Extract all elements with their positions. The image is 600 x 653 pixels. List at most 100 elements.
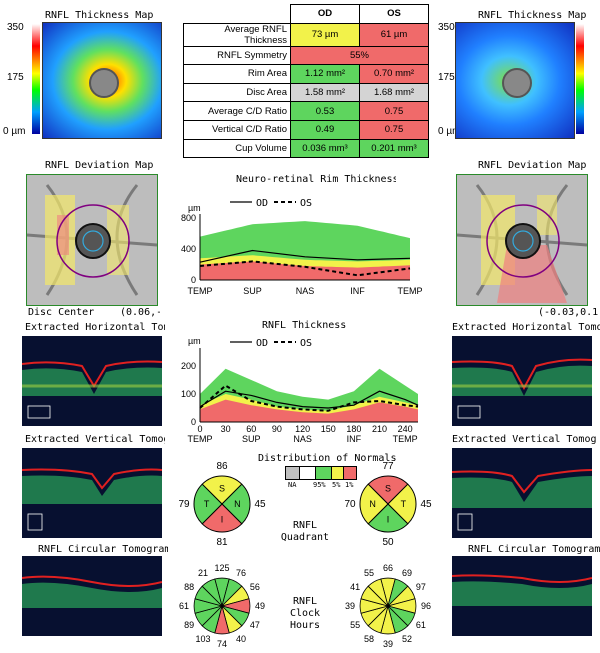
od-scale-top: 350 (7, 22, 24, 33)
od-clock-value: 56 (250, 582, 260, 592)
rnfl-x-tick: 150 (321, 424, 336, 434)
od-quadrant-letter-s: S (219, 484, 225, 494)
od-quadrant-letter-n: N (234, 499, 241, 509)
table-row-merged-value: 55% (290, 45, 429, 66)
rnfl-x-tick: 0 (197, 424, 202, 434)
od-header: OD (290, 4, 360, 24)
table-os-value: 1.68 mm² (359, 82, 429, 103)
od-quadrant-letter-i: I (221, 514, 224, 524)
quadrant-label-1: RNFL (293, 520, 317, 531)
od-clock-value: 125 (214, 563, 229, 573)
dist-label-5: 5% (332, 481, 341, 489)
os-horizontal-tomogram-image (452, 336, 592, 426)
os-scale-top: 350 (438, 22, 455, 33)
os-clock-value: 66 (383, 563, 393, 573)
od-deviation-map-image (26, 174, 158, 306)
os-circular-tomogram-image (452, 556, 592, 636)
table-row-label: Average C/D Ratio (183, 101, 291, 121)
clock-label-2: Clock (290, 608, 320, 619)
rnfl-chart-title: RNFL Thickness (262, 320, 347, 331)
rnfl-x-tick: 30 (221, 424, 231, 434)
os-clock-value: 39 (383, 639, 393, 649)
od-clock-value: 61 (179, 601, 189, 611)
os-clock-value: 52 (402, 634, 412, 644)
od-quadrant-value-n: 45 (254, 499, 266, 510)
os-deviation-map-title: RNFL Deviation Map (478, 160, 587, 171)
rnfl-x-name: TEMP (393, 434, 418, 444)
rnfl-x-name: SUP (242, 434, 261, 444)
rim-x-tick: NAS (296, 286, 315, 296)
od-quadrant-sector-t (193, 483, 223, 525)
dist-label-na: NA (288, 481, 297, 489)
table-row-label: RNFL Symmetry (183, 45, 291, 66)
rnfl-y-tick: 100 (181, 389, 196, 399)
rnfl-legend-od: OD (256, 338, 268, 349)
table-row-label: Average RNFL Thickness (183, 22, 291, 47)
os-quadrant-letter-t: T (401, 499, 407, 509)
od-vertical-tomogram-title: Extracted Vertical Tomog (25, 434, 165, 445)
table-row-label: Disc Area (183, 82, 291, 103)
os-optic-disc (502, 68, 532, 98)
od-thickness-map-image (42, 22, 162, 139)
od-quadrant-sector-i (201, 503, 243, 533)
table-os-value: 61 µm (359, 22, 429, 47)
os-scale-bottom: 0 µm (438, 126, 461, 137)
dist-label-95: 95% (313, 481, 326, 489)
rnfl-series-os (199, 384, 419, 412)
rim-y-tick: 800 (181, 213, 196, 223)
od-circular-tomogram-image (22, 556, 162, 636)
rnfl-legend-os: OS (300, 338, 312, 349)
rnfl-x-tick: 120 (295, 424, 310, 434)
table-row-label: Vertical C/D Ratio (183, 119, 291, 140)
table-od-value: 0.53 (290, 101, 360, 121)
od-clock-sector (201, 578, 223, 608)
os-quadrant-letter-s: S (385, 484, 391, 494)
os-quadrant-sector-s (367, 475, 409, 505)
table-os-value: 0.201 mm³ (359, 138, 429, 159)
os-vertical-tomogram-image (452, 448, 592, 538)
os-quadrant-sector-i (367, 503, 409, 533)
os-quadrant-letter-i: I (387, 514, 390, 524)
os-circular-tomogram-title: RNFL Circular Tomogram (468, 544, 600, 555)
rim-legend-od: OD (256, 198, 268, 209)
os-clock-value: 55 (364, 568, 374, 578)
os-quadrant-value-n: 70 (344, 499, 356, 510)
table-od-value: 0.036 mm³ (290, 138, 360, 159)
od-scale-mid: 175 (7, 72, 24, 83)
rnfl-x-name: TEMP (187, 434, 212, 444)
od-clock-value: 40 (236, 634, 246, 644)
rim-series-od (199, 249, 411, 263)
rnfl-x-tick: 90 (272, 424, 282, 434)
od-circular-tomogram-title: RNFL Circular Tomogram (38, 544, 168, 555)
rim-legend-os: OS (300, 198, 312, 209)
os-header: OS (359, 4, 429, 24)
os-clock-value: 41 (350, 582, 360, 592)
dist-red-swatch (343, 466, 357, 480)
clock-label-1: RNFL (293, 596, 317, 607)
od-disc-center-label: Disc Center (28, 307, 95, 318)
rnfl-x-tick: 210 (372, 424, 387, 434)
rim-y-tick: 400 (181, 244, 196, 254)
os-clock-value: 61 (416, 620, 426, 630)
rim-x-tick: INF (350, 286, 365, 296)
rnfl-x-tick: 60 (246, 424, 256, 434)
od-quadrant-value-s: 86 (216, 461, 228, 472)
rim-series-os (199, 260, 411, 277)
rnfl-x-tick: 240 (398, 424, 413, 434)
table-corner (183, 4, 291, 24)
od-clock-value: 89 (184, 620, 194, 630)
od-optic-disc (89, 68, 119, 98)
rim-normal-band-red (200, 261, 410, 280)
od-clock-value: 74 (217, 639, 227, 649)
os-disc-center-value: (-0.03,0.1 (538, 307, 599, 318)
os-color-scale (576, 24, 584, 134)
quadrant-label-2: Quadrant (281, 532, 329, 543)
dist-label-1: 1% (345, 481, 354, 489)
od-thickness-map-title: RNFL Thickness Map (45, 10, 154, 21)
table-od-value: 1.58 mm² (290, 82, 360, 103)
table-od-value: 73 µm (290, 22, 360, 47)
rnfl-y-tick: 0 (191, 417, 196, 427)
os-clock-value: 55 (350, 620, 360, 630)
